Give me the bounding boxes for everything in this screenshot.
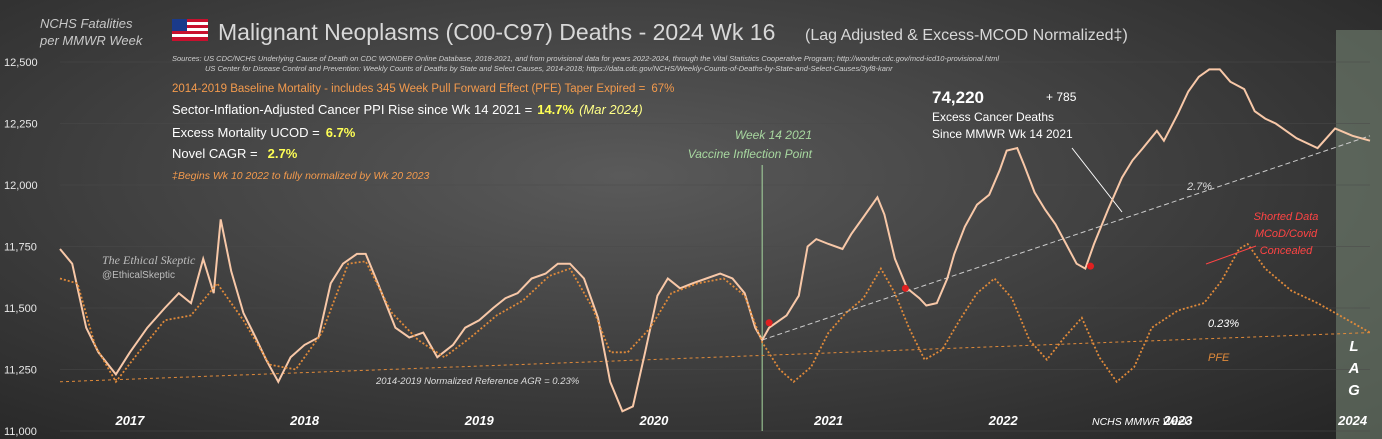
data-marker [1087,262,1095,270]
excess-total: 74,220 [932,88,984,107]
pfe-label: PFE [1208,352,1230,364]
novel-trend-line [762,135,1371,341]
y-tick-label: 12,500 [4,57,38,69]
lag-letter-g: G [1348,382,1360,399]
watermark-1: The Ethical Skeptic [102,253,196,267]
excess-ucod-text: Excess Mortality UCOD = 6.7% [172,125,356,140]
chart-marks [59,68,1371,431]
y-tick-labels: 11,000 11,250 11,500 11,750 12,000 12,250 12,5… [4,57,38,438]
reference-trend-line [59,332,1371,383]
baseline-text: 2014-2019 Baseline Mortality - includes … [172,83,674,95]
inflection-label-1: Week 14 2021 [735,128,812,142]
y-tick-label: 11,000 [4,426,37,438]
year-label: 2024 [1337,413,1368,428]
year-label: 2020 [638,413,669,428]
x-axis-label: NCHS MMWR Week [1092,416,1190,428]
footnote-text: ‡Begins Wk 10 2022 to fully normalized b… [172,170,430,182]
shorted-label-3: Concealed [1260,245,1313,257]
shorted-label-1: Shorted Data [1254,211,1319,223]
lag-band [1336,30,1382,439]
y-axis-caption-1: NCHS Fatalities [40,16,133,31]
year-label: 2018 [289,413,320,428]
year-label: 2017 [114,413,145,428]
source-line-2: US Center for Disease Control and Preven… [205,64,893,73]
excess-caption-2: Since MMWR Wk 14 2021 [932,127,1073,141]
y-axis-caption-2: per MMWR Week [39,33,144,48]
excess-pointer [1071,147,1123,213]
excess-caption-1: Excess Cancer Deaths [932,110,1054,124]
us-flag-icon [172,19,208,41]
year-label: 2022 [988,413,1019,428]
year-label: 2019 [464,413,495,428]
y-tick-label: 12,250 [4,119,38,131]
watermark-2: @EthicalSkeptic [102,270,175,281]
data-marker [765,319,773,327]
source-line-1: Sources: US CDC/NCHS Underlying Cause of… [172,54,999,63]
lag-letter-a: A [1348,360,1360,377]
shorted-label-2: MCoD/Covid [1255,228,1318,240]
inflection-label-2: Vaccine Inflection Point [688,147,813,161]
y-tick-label: 11,500 [4,303,37,315]
trend-rate-label: 2.7% [1186,181,1212,193]
page-title: Malignant Neoplasms (C00-C97) Deaths - 2… [218,19,775,45]
y-tick-label: 11,250 [4,365,37,377]
lag-letter-l: L [1349,338,1358,355]
y-tick-label: 11,750 [4,242,37,254]
cagr-text: Novel CAGR = 2.7% [172,146,298,161]
year-label: 2023 [1162,413,1193,428]
shorted-pointer [1205,245,1257,265]
series-expected [59,242,1371,384]
y-grid [60,61,1370,432]
baseline-rate-label: 0.23% [1208,318,1239,330]
reference-label: 2014-2019 Normalized Reference AGR = 0.2… [375,376,580,387]
series-actual [59,68,1371,413]
y-tick-label: 12,000 [4,180,38,192]
data-marker [901,284,909,292]
ppi-text: Sector-Inflation-Adjusted Cancer PPI Ris… [172,102,643,117]
title-suffix: (Lag Adjusted & Excess-MCOD Normalized‡) [805,27,1128,44]
year-labels: 2017 2018 2019 2020 2021 2022 2023 2024 [114,413,1367,428]
year-label: 2021 [813,413,843,428]
excess-plus: + 785 [1046,90,1077,104]
